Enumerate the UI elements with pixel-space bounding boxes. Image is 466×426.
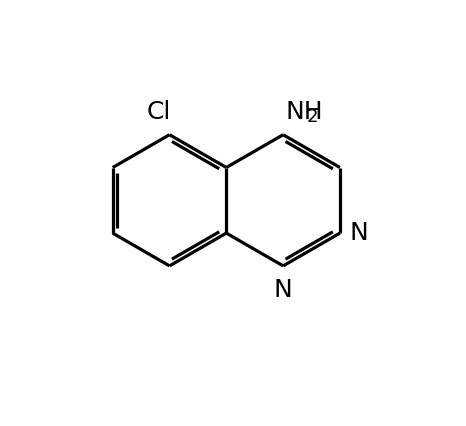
Text: N: N <box>274 278 293 302</box>
Text: N: N <box>349 221 368 245</box>
Text: Cl: Cl <box>146 100 171 124</box>
Text: NH: NH <box>285 100 323 124</box>
Text: 2: 2 <box>307 108 318 126</box>
